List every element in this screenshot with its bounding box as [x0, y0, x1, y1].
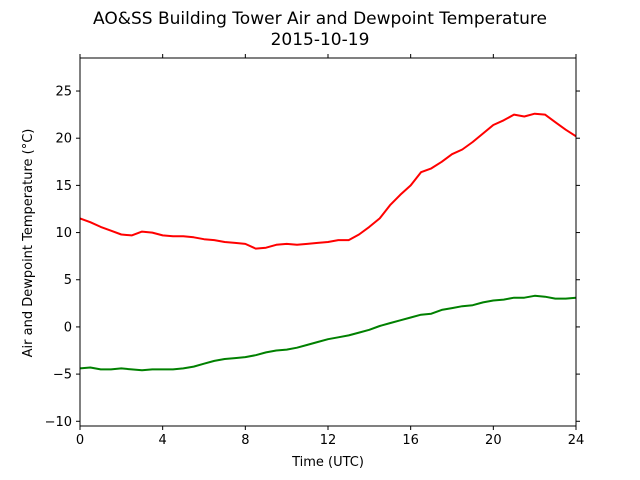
plot-area: 0 4 8 12 16 20 24 −10 −5 0 5 10 15 20 25	[45, 54, 585, 448]
y-tick-label: 15	[55, 179, 72, 194]
x-tick-label: 24	[568, 433, 585, 448]
series-line-1	[79, 112, 577, 250]
y-tick-label: −10	[45, 415, 72, 430]
x-tick-label: 20	[485, 433, 502, 448]
y-tick-label: 5	[64, 273, 72, 288]
x-tick-label: 12	[320, 433, 337, 448]
y-tick-label: −5	[53, 368, 72, 383]
x-tick-label: 16	[402, 433, 419, 448]
y-tick-label: 10	[55, 226, 72, 241]
x-tick-label: 8	[241, 433, 249, 448]
x-tick-label: 0	[76, 433, 84, 448]
x-axis-label: Time (UTC)	[291, 455, 364, 470]
y-axis-label: Air and Dewpoint Temperature (°C)	[21, 129, 36, 358]
y-tick-label: 25	[55, 85, 72, 100]
series-line-2	[79, 294, 577, 372]
x-tick-label: 4	[159, 433, 167, 448]
y-tick-label: 0	[64, 320, 72, 335]
y-tick-label: 20	[55, 132, 72, 147]
chart-subtitle: 2015-10-19	[271, 30, 370, 50]
chart-title: AO&SS Building Tower Air and Dewpoint Te…	[93, 9, 547, 29]
